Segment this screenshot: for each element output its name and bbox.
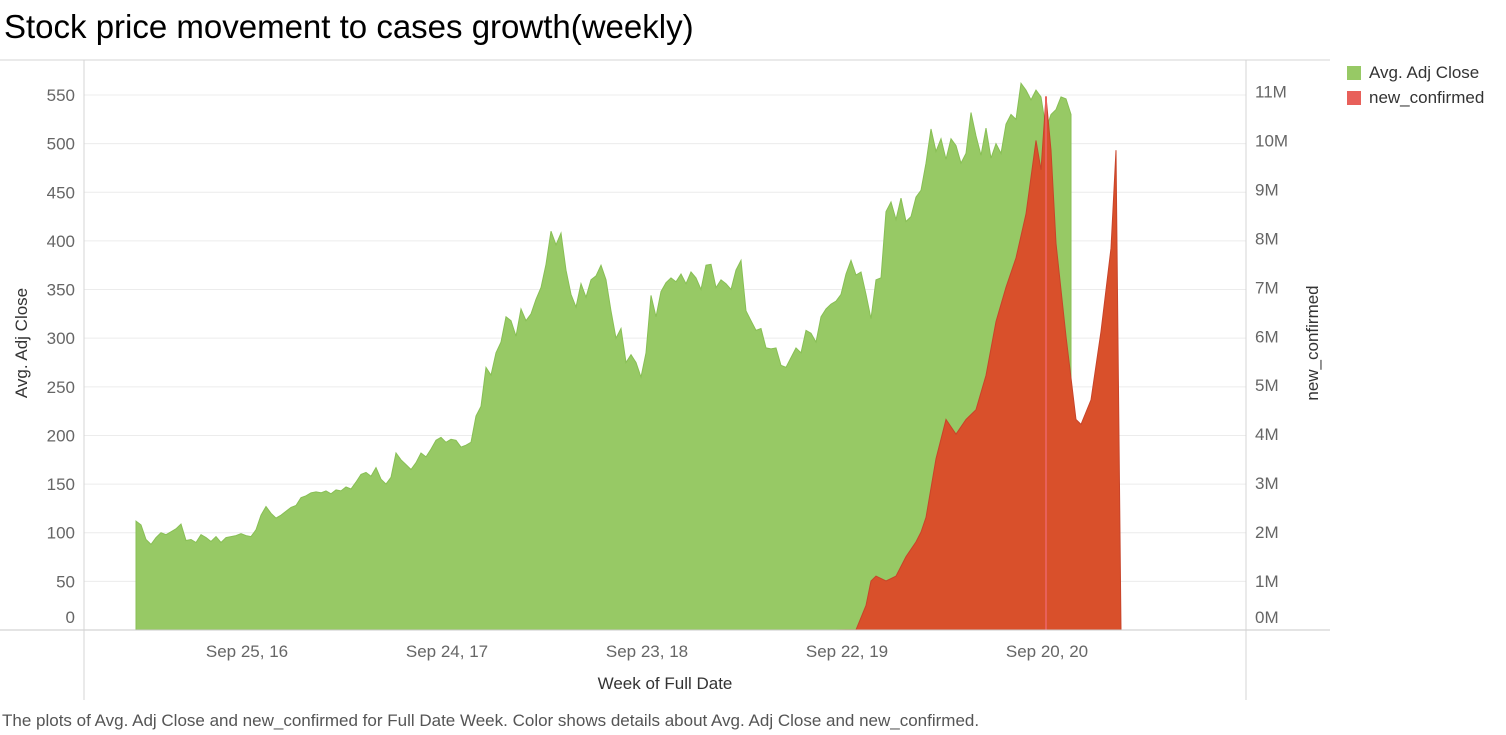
y-axis-right: 0M 1M 2M 3M 4M 5M 6M 7M 8M 9M 10M 11M xyxy=(1255,83,1288,628)
x-tick-label: Sep 23, 18 xyxy=(606,642,688,661)
legend[interactable]: Avg. Adj Close new_confirmed xyxy=(1347,60,1484,110)
y-left-tick-label: 450 xyxy=(47,183,75,202)
y-right-tick-label: 4M xyxy=(1255,425,1279,444)
legend-swatch-new-confirmed xyxy=(1347,90,1361,105)
y-left-tick-label: 250 xyxy=(47,378,75,397)
x-axis-title: Week of Full Date xyxy=(598,674,733,693)
area-avg-adj-close[interactable] xyxy=(135,82,1072,631)
y-left-tick-label: 400 xyxy=(47,232,75,251)
y-axis-left: 0 50 100 150 200 250 300 350 400 450 500 550 xyxy=(47,86,75,627)
legend-label-adj-close: Avg. Adj Close xyxy=(1369,62,1480,82)
chart-caption: The plots of Avg. Adj Close and new_conf… xyxy=(2,711,980,730)
legend-swatch-adj-close xyxy=(1347,65,1361,80)
chart-title: Stock price movement to cases growth(wee… xyxy=(4,8,694,45)
y-left-tick-label: 0 xyxy=(66,608,75,627)
y-right-tick-label: 10M xyxy=(1255,131,1288,150)
y-left-tick-label: 150 xyxy=(47,475,75,494)
x-tick-label: Sep 25, 16 xyxy=(206,642,288,661)
y-right-tick-label: 1M xyxy=(1255,572,1279,591)
x-tick-label: Sep 20, 20 xyxy=(1006,642,1088,661)
y-left-tick-label: 500 xyxy=(47,135,75,154)
y-right-tick-label: 6M xyxy=(1255,327,1279,346)
y-right-tick-label: 2M xyxy=(1255,523,1279,542)
y-axis-left-title: Avg. Adj Close xyxy=(12,288,31,398)
y-left-tick-label: 100 xyxy=(47,524,75,543)
x-tick-label: Sep 24, 17 xyxy=(406,642,488,661)
legend-label-new-confirmed: new_confirmed xyxy=(1369,87,1485,107)
y-left-tick-label: 550 xyxy=(47,86,75,105)
legend-item-adj-close[interactable]: Avg. Adj Close xyxy=(1347,60,1484,85)
y-left-tick-label: 200 xyxy=(47,426,75,445)
y-left-tick-label: 300 xyxy=(47,329,75,348)
x-axis: Sep 25, 16 Sep 24, 17 Sep 23, 18 Sep 22, 19… xyxy=(206,642,1088,661)
y-left-tick-label: 50 xyxy=(56,572,75,591)
area-new-confirmed[interactable] xyxy=(136,96,1122,631)
y-right-tick-label: 7M xyxy=(1255,278,1279,297)
series-areas[interactable] xyxy=(135,82,1122,631)
y-right-tick-label: 5M xyxy=(1255,376,1279,395)
y-right-tick-label: 11M xyxy=(1255,83,1287,102)
y-right-tick-label: 3M xyxy=(1255,474,1279,493)
y-right-tick-label: 0M xyxy=(1255,608,1279,627)
y-right-tick-label: 8M xyxy=(1255,229,1279,248)
y-right-tick-label: 9M xyxy=(1255,180,1279,199)
y-left-tick-label: 350 xyxy=(47,281,75,300)
x-tick-label: Sep 22, 19 xyxy=(806,642,888,661)
y-axis-right-title: new_confirmed xyxy=(1303,285,1322,400)
legend-item-new-confirmed[interactable]: new_confirmed xyxy=(1347,85,1484,110)
chart-frame xyxy=(0,59,1330,700)
